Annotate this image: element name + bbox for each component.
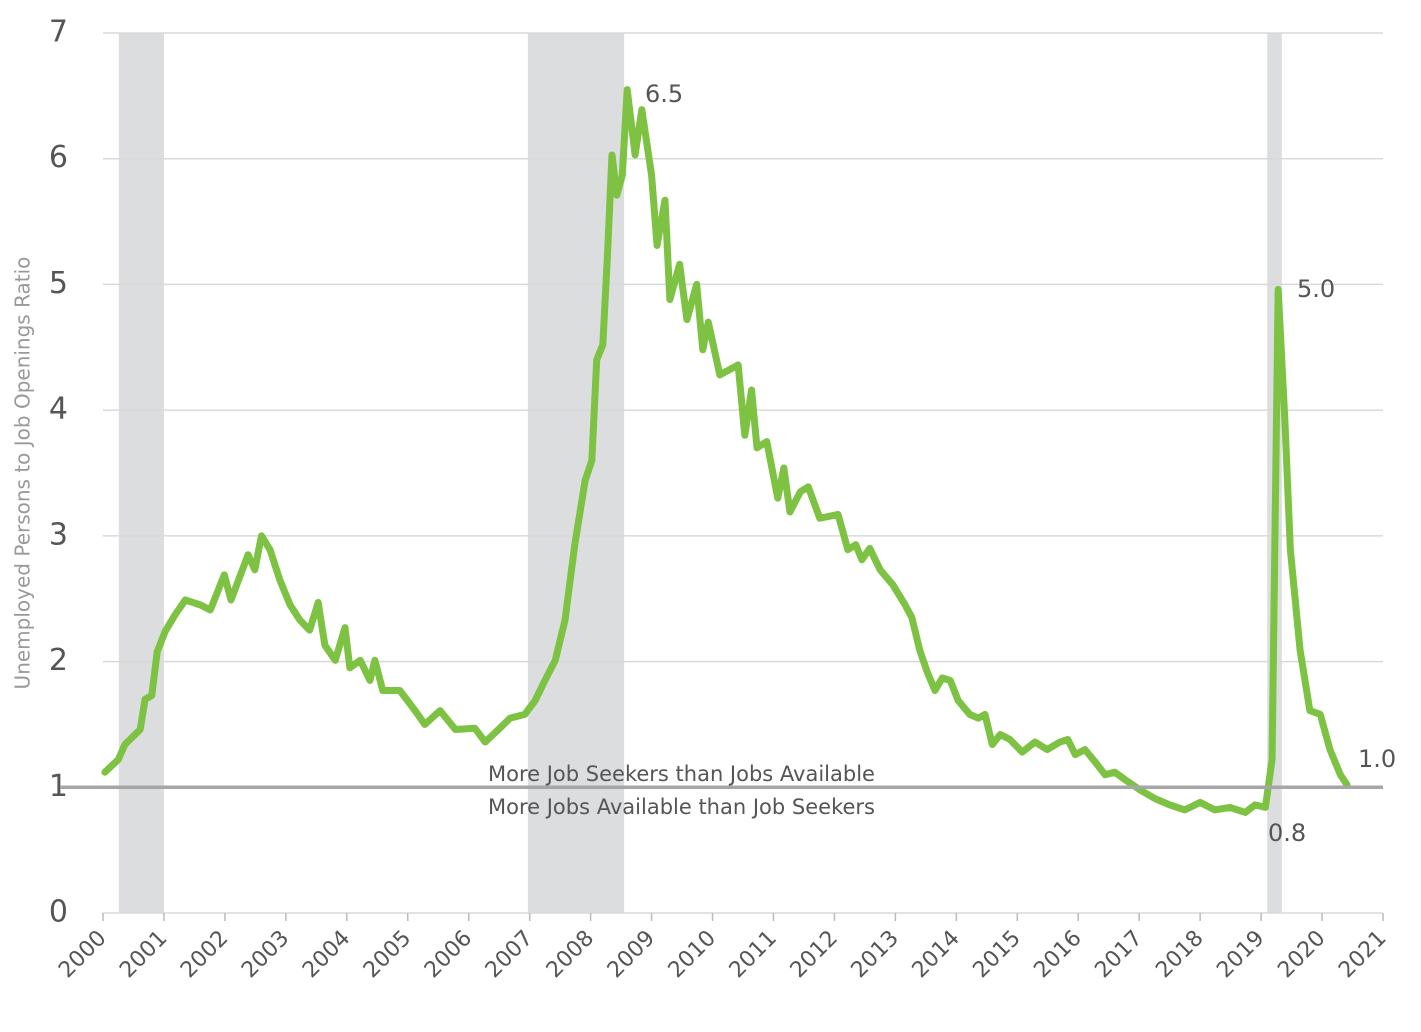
y-tick-label: 2	[49, 643, 68, 678]
annotation: 0.8	[1268, 819, 1306, 847]
x-tick-label: 2021	[1334, 926, 1391, 983]
x-tick-label: 2015	[968, 926, 1025, 983]
x-tick-label: 2014	[908, 926, 965, 983]
x-tick-label: 2008	[542, 926, 599, 983]
x-tick-label: 2001	[115, 926, 172, 983]
x-tick-label: 2010	[664, 926, 721, 983]
x-tick-label: 2016	[1029, 926, 1086, 983]
x-tick-label: 2005	[359, 926, 416, 983]
data-line	[101, 86, 1351, 816]
x-tick-label: 2009	[603, 926, 660, 983]
x-tick-label: 2006	[420, 926, 477, 983]
x-tick-label: 2020	[1273, 926, 1330, 983]
annotation: 5.0	[1297, 275, 1335, 303]
annotation: More Jobs Available than Job Seekers	[488, 795, 875, 819]
x-tick-label: 2018	[1151, 926, 1208, 983]
x-tick-label: 2017	[1090, 926, 1147, 983]
x-tick-label: 2013	[847, 926, 904, 983]
y-tick-label: 7	[49, 15, 68, 50]
y-tick-label: 5	[49, 266, 68, 301]
x-tick-label: 2011	[725, 926, 782, 983]
annotation: 1.0	[1358, 745, 1396, 773]
recession-band	[118, 33, 164, 913]
x-tick-label: 2002	[176, 926, 233, 983]
y-tick-label: 4	[49, 392, 68, 427]
x-tick-label: 2007	[481, 926, 538, 983]
y-tick-label: 1	[49, 769, 68, 804]
annotation: 6.5	[645, 80, 683, 108]
x-tick-label: 2019	[1212, 926, 1269, 983]
x-tick-label: 2003	[237, 926, 294, 983]
x-tick-label: 2000	[54, 926, 111, 983]
y-tick-label: 6	[49, 140, 68, 175]
y-tick-label: 0	[49, 895, 68, 930]
y-tick-label: 3	[49, 517, 68, 552]
x-tick-label: 2004	[298, 926, 355, 983]
annotation: More Job Seekers than Jobs Available	[488, 762, 875, 786]
x-tick-label: 2012	[786, 926, 843, 983]
y-axis-label: Unemployed Persons to Job Openings Ratio	[11, 257, 35, 690]
